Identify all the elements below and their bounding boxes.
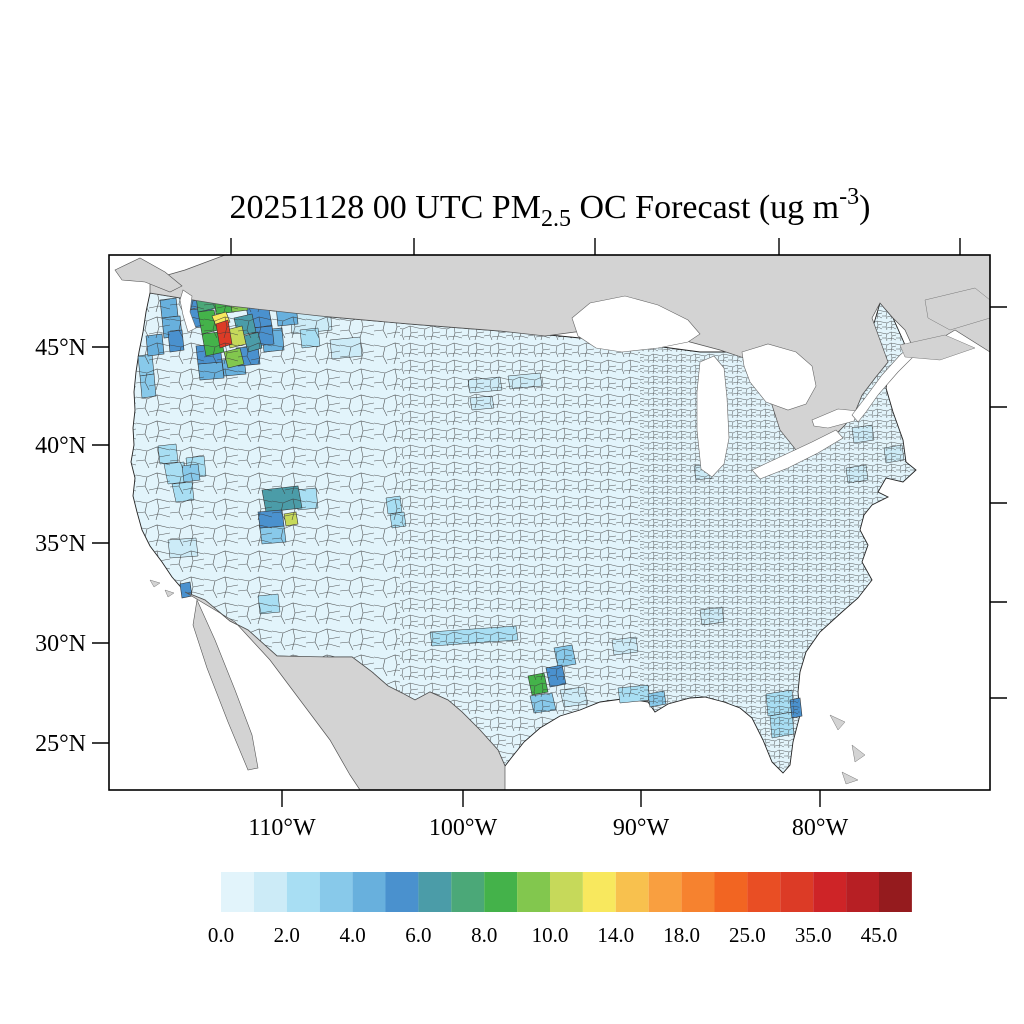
puget-sound xyxy=(179,289,197,333)
great-lakes xyxy=(179,289,919,480)
colorbar-segment xyxy=(879,872,912,912)
lon-label-80w: 80°W xyxy=(792,815,849,841)
lake-michigan xyxy=(696,355,730,478)
colorbar-label: 6.0 xyxy=(405,923,431,947)
colorbar-label: 8.0 xyxy=(471,923,497,947)
lon-label-90w: 90°W xyxy=(613,815,670,841)
lat-label-30n: 30°N xyxy=(35,631,86,657)
colorbar-label: 35.0 xyxy=(795,923,832,947)
colorbar-segment xyxy=(319,872,353,912)
colorbar-segment xyxy=(418,872,452,912)
lake-huron xyxy=(741,343,817,411)
mexico-landmass xyxy=(184,591,506,790)
map-panel xyxy=(109,255,990,790)
colorbar-label: 25.0 xyxy=(729,923,766,947)
colorbar-label: 14.0 xyxy=(597,923,634,947)
lake-erie xyxy=(751,429,844,480)
lat-label-25n: 25°N xyxy=(35,731,86,757)
colorbar-segment xyxy=(780,872,814,912)
colorbar-segment xyxy=(747,872,781,912)
title-superscript: -3 xyxy=(839,184,859,210)
lat-axis-labels: 45°N 40°N 35°N 30°N 25°N xyxy=(35,335,86,757)
colorbar-segment xyxy=(846,872,879,912)
lake-ontario xyxy=(811,408,859,429)
axis-ticks xyxy=(92,238,1007,807)
lat-label-35n: 35°N xyxy=(35,531,86,557)
colorbar-segment xyxy=(582,872,616,912)
lon-axis-labels: 110°W 100°W 90°W 80°W xyxy=(248,815,848,841)
channel-island-1 xyxy=(149,579,161,588)
colorbar-label: 45.0 xyxy=(861,923,898,947)
map-frame-group: 45°N 40°N 35°N 30°N 25°N 110°W 100°W 90°… xyxy=(35,238,1007,841)
lat-label-45n: 45°N xyxy=(35,335,86,361)
lat-label-40n: 40°N xyxy=(35,433,86,459)
lon-label-100w: 100°W xyxy=(429,815,498,841)
vancouver-island xyxy=(114,257,183,293)
title-subscript: 2.5 xyxy=(541,206,571,232)
chart-title: 20251128 00 UTC PM2.5 OC Forecast (ug m-… xyxy=(230,184,871,232)
colorbar-label: 18.0 xyxy=(663,923,700,947)
colorbar-segment xyxy=(813,872,847,912)
colorbar-segment xyxy=(517,872,550,912)
colorbar-segment xyxy=(352,872,386,912)
colorbar-label: 4.0 xyxy=(339,923,365,947)
nova-scotia xyxy=(924,287,990,331)
colorbar-label: 2.0 xyxy=(274,923,300,947)
channel-island-2 xyxy=(164,589,175,598)
bahamas-islet-2 xyxy=(851,744,866,763)
baja-peninsula xyxy=(192,598,259,771)
colorbar-labels: 0.0 2.0 4.0 6.0 8.0 10.0 14.0 18.0 25.0 … xyxy=(208,923,898,947)
map-frame xyxy=(108,254,991,791)
title-suffix: ) xyxy=(859,189,870,226)
colorbar: 0.0 2.0 4.0 6.0 8.0 10.0 14.0 18.0 25.0 … xyxy=(208,872,912,947)
colorbar-segment xyxy=(451,872,485,912)
colorbar-segments xyxy=(221,872,912,912)
colorbar-segment xyxy=(681,872,715,912)
title-prefix: 20251128 00 UTC PM xyxy=(230,189,541,226)
bahamas-islet-1 xyxy=(829,714,846,731)
colorbar-segment xyxy=(648,872,682,912)
bahamas-islet-3 xyxy=(841,771,859,785)
colorbar-segment xyxy=(221,872,254,912)
colorbar-segment xyxy=(286,872,320,912)
colorbar-segment xyxy=(253,872,287,912)
lake-superior xyxy=(571,295,701,353)
colorbar-label: 0.0 xyxy=(208,923,234,947)
lon-label-110w: 110°W xyxy=(248,815,316,841)
colorbar-segment xyxy=(484,872,518,912)
colorbar-segment xyxy=(550,872,583,912)
atlantic-islands xyxy=(149,287,990,785)
colorbar-segment xyxy=(385,872,419,912)
colorbar-segment xyxy=(615,872,649,912)
title-middle: OC Forecast (ug m xyxy=(571,189,839,226)
colorbar-segment xyxy=(714,872,748,912)
colorbar-label: 10.0 xyxy=(532,923,569,947)
nova-scotia-sliver xyxy=(899,334,976,361)
